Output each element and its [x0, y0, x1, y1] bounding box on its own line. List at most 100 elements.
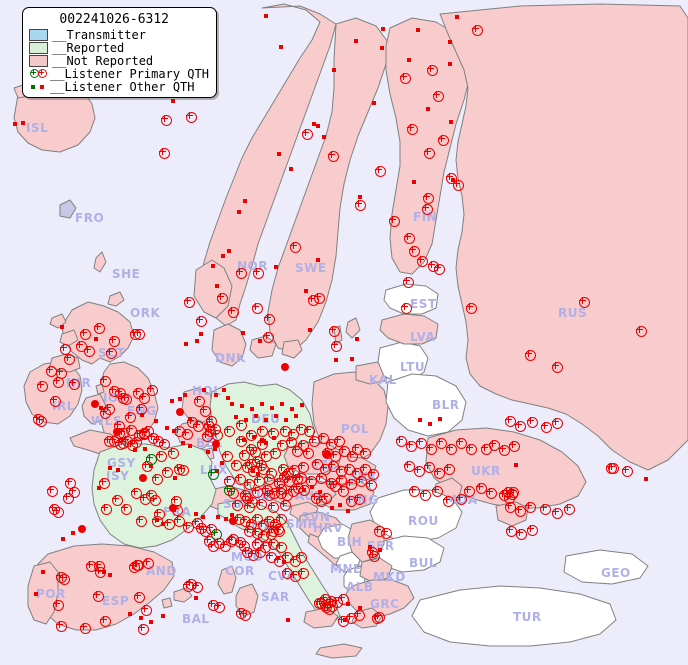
listener-primary-qth-marker[interactable]: [540, 421, 552, 433]
listener-primary-qth-marker[interactable]: [221, 450, 233, 462]
listener-other-qth-marker[interactable]: [252, 435, 256, 439]
listener-other-qth-marker[interactable]: [428, 422, 432, 426]
listener-primary-qth-marker[interactable]: [373, 611, 385, 623]
listener-primary-qth-marker[interactable]: [191, 581, 203, 593]
listener-other-qth-marker[interactable]: [284, 418, 288, 422]
listener-primary-qth-marker[interactable]: [120, 503, 132, 515]
listener-other-qth-marker[interactable]: [289, 167, 293, 171]
listener-other-qth-marker[interactable]: [13, 122, 17, 126]
listener-primary-qth-marker[interactable]: [435, 437, 447, 449]
listener-primary-qth-marker[interactable]: [526, 416, 538, 428]
listener-primary-qth-marker[interactable]: [238, 540, 250, 552]
listener-other-qth-marker[interactable]: [368, 545, 372, 549]
listener-primary-qth-marker[interactable]: [251, 486, 263, 498]
listener-primary-qth-marker[interactable]: [130, 487, 142, 499]
listener-primary-qth-marker[interactable]: [380, 527, 392, 539]
listener-other-qth-marker[interactable]: [230, 402, 234, 406]
listener-primary-qth-marker[interactable]: [405, 440, 417, 452]
listener-other-qth-marker[interactable]: [310, 485, 314, 489]
listener-other-qth-marker[interactable]: [338, 503, 342, 507]
listener-other-qth-marker[interactable]: [300, 403, 304, 407]
listener-primary-qth-marker[interactable]: [252, 267, 264, 279]
listener-primary-qth-marker[interactable]: [93, 322, 105, 334]
listener-other-qth-marker[interactable]: [172, 429, 176, 433]
listener-other-qth-marker[interactable]: [188, 444, 192, 448]
listener-cluster-marker[interactable]: [113, 428, 121, 436]
listener-primary-qth-marker[interactable]: [133, 591, 145, 603]
listener-primary-qth-marker[interactable]: [353, 609, 365, 621]
listener-primary-qth-marker[interactable]: [578, 296, 590, 308]
listener-primary-qth-marker[interactable]: [216, 292, 228, 304]
listener-other-qth-marker[interactable]: [332, 68, 336, 72]
listener-other-qth-marker[interactable]: [416, 28, 420, 32]
listener-primary-qth-marker[interactable]: [100, 503, 112, 515]
listener-other-qth-marker[interactable]: [128, 612, 132, 616]
listener-other-qth-marker[interactable]: [240, 404, 244, 408]
listener-primary-qth-marker[interactable]: [137, 623, 149, 635]
listener-cluster-marker[interactable]: [139, 474, 147, 482]
listener-other-qth-marker[interactable]: [330, 506, 334, 510]
listener-primary-qth-marker[interactable]: [262, 331, 274, 343]
listener-primary-qth-marker[interactable]: [289, 241, 301, 253]
listener-primary-qth-marker[interactable]: [146, 384, 158, 396]
listener-primary-qth-marker[interactable]: [158, 147, 170, 159]
listener-primary-qth-marker[interactable]: [49, 395, 61, 407]
listener-primary-qth-marker[interactable]: [426, 64, 438, 76]
listener-primary-qth-marker[interactable]: [267, 501, 279, 513]
listener-other-qth-marker[interactable]: [161, 614, 165, 618]
listener-primary-qth-marker[interactable]: [235, 435, 247, 447]
listener-primary-qth-marker[interactable]: [185, 111, 197, 123]
listener-other-qth-marker[interactable]: [149, 464, 153, 468]
listener-primary-qth-marker[interactable]: [425, 443, 437, 455]
listener-other-qth-marker[interactable]: [178, 397, 182, 401]
listener-other-qth-marker[interactable]: [161, 522, 165, 526]
listener-primary-qth-marker[interactable]: [445, 443, 457, 455]
listener-primary-qth-marker[interactable]: [183, 296, 195, 308]
listener-primary-qth-marker[interactable]: [234, 473, 246, 485]
listener-primary-qth-marker[interactable]: [155, 450, 167, 462]
listener-other-qth-marker[interactable]: [378, 548, 382, 552]
listener-primary-qth-marker[interactable]: [526, 524, 538, 536]
listener-other-qth-marker[interactable]: [116, 468, 120, 472]
listener-other-qth-marker[interactable]: [322, 135, 326, 139]
listener-primary-qth-marker[interactable]: [46, 485, 58, 497]
listener-other-qth-marker[interactable]: [188, 417, 192, 421]
listener-primary-qth-marker[interactable]: [269, 447, 281, 459]
listener-primary-qth-marker[interactable]: [227, 306, 239, 318]
listener-primary-qth-marker[interactable]: [413, 465, 425, 477]
listener-other-qth-marker[interactable]: [94, 337, 98, 341]
listener-other-qth-marker[interactable]: [143, 447, 147, 451]
listener-primary-qth-marker[interactable]: [201, 430, 213, 442]
listener-other-qth-marker[interactable]: [243, 199, 247, 203]
listener-primary-qth-marker[interactable]: [551, 361, 563, 373]
listener-other-qth-marker[interactable]: [318, 490, 322, 494]
listener-primary-qth-marker[interactable]: [320, 492, 332, 504]
listener-primary-qth-marker[interactable]: [255, 459, 267, 471]
listener-other-qth-marker[interactable]: [195, 339, 199, 343]
listener-other-qth-marker[interactable]: [264, 418, 268, 422]
listener-primary-qth-marker[interactable]: [68, 486, 80, 498]
listener-other-qth-marker[interactable]: [254, 414, 258, 418]
listener-primary-qth-marker[interactable]: [443, 463, 455, 475]
listener-cluster-marker[interactable]: [169, 504, 177, 512]
listener-other-qth-marker[interactable]: [346, 509, 350, 513]
listener-other-qth-marker[interactable]: [358, 606, 362, 610]
listener-primary-qth-marker[interactable]: [403, 232, 415, 244]
listener-primary-qth-marker[interactable]: [475, 482, 487, 494]
listener-other-qth-marker[interactable]: [216, 515, 220, 519]
listener-other-qth-marker[interactable]: [214, 393, 218, 397]
listener-primary-qth-marker[interactable]: [465, 302, 477, 314]
listener-primary-qth-marker[interactable]: [138, 392, 150, 404]
listener-primary-qth-marker[interactable]: [432, 90, 444, 102]
listener-primary-qth-marker[interactable]: [52, 376, 64, 388]
listener-primary-qth-marker[interactable]: [422, 192, 434, 204]
listener-other-qth-marker[interactable]: [221, 254, 225, 258]
listener-primary-qth-marker[interactable]: [158, 438, 170, 450]
listener-primary-qth-marker[interactable]: [408, 245, 420, 257]
listener-primary-qth-marker[interactable]: [105, 347, 117, 359]
listener-other-qth-marker[interactable]: [242, 438, 246, 442]
listener-primary-qth-marker[interactable]: [120, 393, 132, 405]
listener-other-qth-marker[interactable]: [380, 46, 384, 50]
listener-other-qth-marker[interactable]: [260, 402, 264, 406]
listener-primary-qth-marker[interactable]: [505, 525, 517, 537]
